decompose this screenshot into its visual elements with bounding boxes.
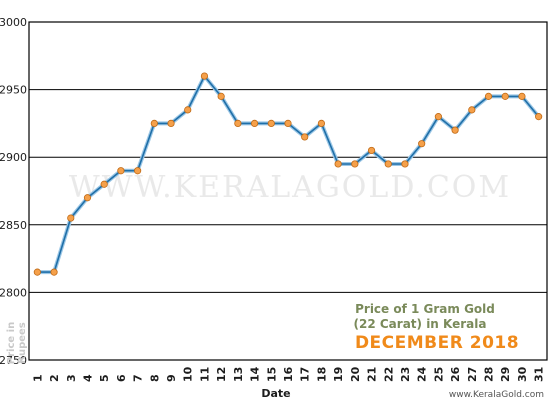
data-point [418,140,426,148]
x-tick-label: 14 [249,366,262,382]
x-axis-label: Date [261,387,290,400]
x-tick-label: 7 [132,374,145,382]
data-point [284,119,292,128]
data-point [501,92,509,100]
y-axis-label-line1: Price in [6,322,17,364]
y-axis-ticks: 2750 2800 2850 2900 2950 3000 [0,16,27,367]
data-point [250,119,259,128]
y-axis-label-line2: Rupees [17,322,28,364]
data-point [184,106,192,114]
x-tick-label: 30 [516,366,529,382]
data-point [217,92,225,100]
data-point [367,146,376,155]
data-point [351,160,359,168]
data-point [117,167,125,175]
x-tick-label: 23 [399,367,412,382]
x-tick-label: 11 [198,367,211,382]
data-point [33,268,41,276]
x-tick-label: 13 [232,367,245,382]
y-tick-label: 2800 [0,286,27,299]
x-tick-label: 16 [282,366,295,382]
x-tick-label: 29 [499,367,512,382]
data-point [301,133,309,141]
data-point [451,126,459,134]
x-tick-label: 18 [315,367,328,382]
x-tick-label: 20 [349,366,362,382]
x-tick-label: 25 [432,367,445,382]
chart-month-label: DECEMBER 2018 [355,333,519,353]
x-tick-label: 21 [366,367,379,382]
x-tick-label: 9 [165,374,178,382]
y-tick-label: 2900 [0,151,27,164]
x-tick-label: 3 [65,374,78,382]
y-tick-label: 2850 [0,219,27,232]
x-tick-label: 8 [148,374,161,382]
data-point [200,72,209,80]
plot-frame [28,21,548,361]
y-axis-label: Price in Rupees [6,322,28,364]
x-tick-label: 19 [332,367,345,382]
x-tick-label: 1 [31,374,44,382]
x-tick-label: 5 [98,374,111,382]
x-tick-label: 27 [466,367,479,382]
data-point [484,92,493,100]
data-point [518,92,526,100]
gridlines [29,89,547,293]
x-tick-label: 28 [483,367,496,382]
data-point [434,113,442,121]
data-point [150,119,158,128]
x-tick-label: 26 [449,366,462,382]
plot-border [28,21,548,361]
x-axis-ticks: 1 2 3 4 5 6 7 8 9 10 11 12 13 14 15 16 17 18 19 20 21 22 23 24 2… [31,366,545,382]
chart-title-line2: (22 Carat) in Kerala [354,317,487,331]
y-tick-label: 3000 [0,16,27,29]
x-tick-label: 15 [265,367,278,382]
watermark-text: WWW.KERALAGOLD.COM [69,170,511,205]
data-point [401,160,409,168]
series-layer [33,72,543,276]
data-point [384,160,392,168]
data-point [317,119,326,128]
x-tick-label: 17 [299,367,312,382]
data-point [267,119,275,128]
data-point [83,194,92,202]
x-tick-label: 24 [416,366,429,382]
x-tick-label: 4 [81,374,94,382]
x-tick-label: 12 [215,367,228,382]
x-tick-label: 22 [382,367,395,382]
x-tick-label: 2 [48,374,61,382]
y-tick-label: 2950 [0,84,27,97]
chart-title-line1: Price of 1 Gram Gold [355,302,495,316]
data-point [468,106,476,114]
x-tick-label: 31 [533,367,546,382]
data-point [100,180,108,188]
x-tick-label: 10 [182,366,195,382]
y-tick-label: 2750 [0,354,27,367]
data-point [334,160,342,168]
data-point [535,113,543,121]
data-point [67,214,75,222]
data-point [234,119,242,128]
data-point [134,167,142,175]
x-tick-label: 6 [115,374,128,382]
data-point [50,268,58,276]
data-point [167,119,175,128]
footer-url: www.KeralaGold.com [449,390,544,400]
